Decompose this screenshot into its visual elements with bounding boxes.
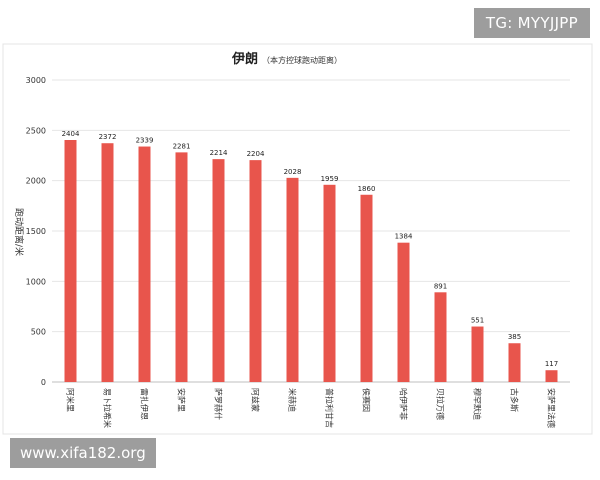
bar <box>101 143 114 382</box>
bar <box>323 184 336 382</box>
y-tick-label: 3000 <box>26 76 46 85</box>
y-tick-label: 500 <box>31 328 46 337</box>
bar <box>64 139 77 382</box>
x-tick-label: 雷扎伊恩 <box>140 388 150 420</box>
bar <box>249 160 262 382</box>
bar <box>545 370 558 382</box>
bar <box>397 242 410 382</box>
x-tick-label: 易卜拉希米 <box>103 388 113 428</box>
x-tick-label: 阿米里 <box>66 388 76 412</box>
bar <box>286 177 299 382</box>
bar <box>508 343 521 382</box>
data-label: 1860 <box>358 185 376 193</box>
data-label: 2028 <box>284 168 302 176</box>
data-label: 891 <box>434 282 447 290</box>
x-tick-label: 安萨里 <box>177 388 187 412</box>
data-label: 2404 <box>62 130 80 138</box>
y-tick-label: 1000 <box>26 277 46 286</box>
x-tick-label: 侯赛因 <box>362 388 372 412</box>
bars <box>64 139 558 382</box>
x-tick-label: 哈伊萨菲 <box>399 388 409 420</box>
bar <box>471 326 484 382</box>
chart-title: 伊朗 <box>231 51 258 67</box>
watermark-top-right: TG: MYYJJPP <box>473 8 590 38</box>
bar <box>175 152 188 382</box>
y-tick-label: 0 <box>41 378 46 387</box>
x-tick-label: 阿兹蒙 <box>251 388 261 412</box>
grid-lines <box>52 79 570 383</box>
x-tick-label: 安萨里法德 <box>547 388 557 428</box>
bar <box>360 194 373 382</box>
data-label: 551 <box>471 317 484 325</box>
data-label: 2214 <box>210 149 228 157</box>
x-tick-label: 普拉利甘吉 <box>325 388 335 428</box>
x-tick-label: 穆罕默迪 <box>473 388 483 420</box>
x-tick-label: 萨罗赫什 <box>214 388 224 420</box>
x-tick-label: 古多斯 <box>510 388 520 412</box>
bar <box>212 159 225 382</box>
data-label: 2372 <box>99 133 117 141</box>
data-label: 117 <box>545 360 558 368</box>
y-axis-ticks: 0 500 1000 1500 2000 2500 3000 <box>26 76 46 387</box>
data-label: 2339 <box>136 137 154 145</box>
data-label: 1384 <box>395 233 413 241</box>
x-tick-label: 米赫迪 <box>288 388 298 412</box>
y-tick-label: 2000 <box>26 177 46 186</box>
data-label: 385 <box>508 333 521 341</box>
bar <box>434 292 447 382</box>
data-labels: 2404 2372 2339 2281 2214 2204 2028 1959 1860 1384… <box>62 130 559 368</box>
x-axis-ticks: 阿米里 易卜拉希米 雷扎伊恩 安萨里 萨罗赫什 阿兹蒙 米赫迪 普拉利甘吉 侯赛因 哈伊萨菲 贝拉万… <box>66 388 557 428</box>
data-label: 2281 <box>173 142 191 150</box>
watermark-bottom-left: www.xifa182.org <box>10 438 156 468</box>
bar <box>138 146 151 382</box>
y-tick-label: 1500 <box>26 227 46 236</box>
y-tick-label: 2500 <box>26 126 46 135</box>
y-axis-label: 跑动距离/米 <box>13 208 25 256</box>
data-label: 2204 <box>247 150 265 158</box>
x-tick-label: 贝拉万德 <box>436 388 446 420</box>
data-label: 1959 <box>321 175 339 183</box>
chart-subtitle: （本方控球跑动距离） <box>262 55 342 65</box>
